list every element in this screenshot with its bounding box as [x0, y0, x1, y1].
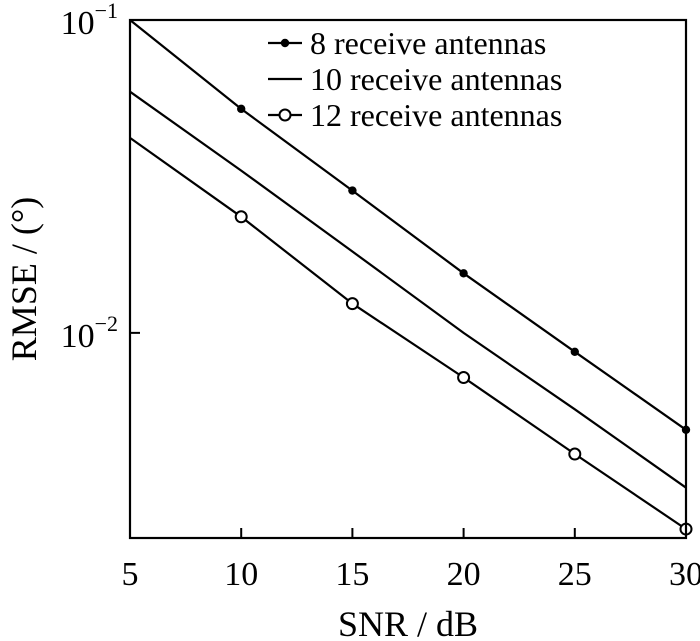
data-point	[234, 210, 248, 224]
legend-entry: 12 receive antennas	[268, 97, 562, 133]
legend-entry: 10 receive antennas	[268, 61, 562, 97]
x-axis-label: SNR / dB	[338, 604, 478, 641]
x-tick-label: 15	[335, 556, 369, 593]
x-tick-label: 25	[558, 556, 592, 593]
data-point	[568, 447, 582, 461]
legend-label: 8 receive antennas	[310, 25, 546, 61]
legend-entry: 8 receive antennas	[268, 25, 546, 61]
y-tick-label: 10−2	[61, 311, 118, 355]
series-1	[129, 19, 691, 435]
x-tick-label: 30	[669, 556, 700, 593]
series-line	[129, 90, 687, 489]
legend-label: 12 receive antennas	[310, 97, 562, 133]
y-axis-label: RMSE / (°)	[4, 197, 44, 361]
data-point	[345, 297, 359, 311]
data-point	[457, 371, 471, 385]
legend-label: 10 receive antennas	[310, 61, 562, 97]
series-2	[129, 90, 687, 489]
series-line	[129, 19, 687, 431]
x-tick-label: 10	[224, 556, 258, 593]
legend-marker	[280, 38, 290, 48]
plot-frame	[128, 18, 688, 540]
data-point	[570, 347, 579, 356]
series-layer	[129, 19, 693, 536]
series-line	[129, 137, 687, 531]
data-point	[348, 186, 357, 195]
data-point	[459, 269, 468, 278]
x-tick-label: 20	[447, 556, 481, 593]
tick-layer: 5 10 15 20 25 30 10−1 10−2	[61, 0, 700, 593]
y-tick-label: 10−1	[61, 0, 118, 42]
data-point	[237, 104, 246, 114]
legend-marker	[278, 108, 292, 122]
x-tick-label: 5	[122, 556, 139, 593]
series-3	[129, 137, 693, 536]
